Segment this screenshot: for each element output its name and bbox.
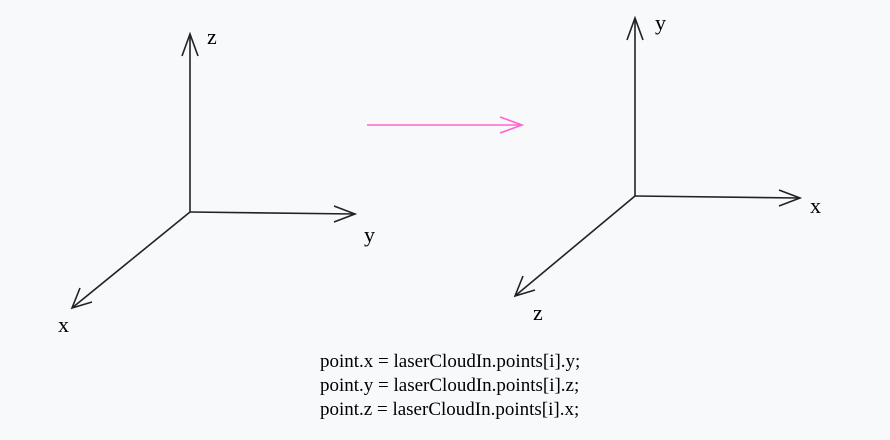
code-line-x: point.x = laserCloudIn.points[i].y; (320, 351, 581, 372)
code-line-z: point.z = laserCloudIn.points[i].x; (320, 399, 580, 420)
axis-remap-code: point.x = laserCloudIn.points[i].y; poin… (320, 350, 720, 422)
transform-arrow (367, 116, 525, 134)
left-x-axis-label: x (58, 312, 69, 337)
right-z-axis-label: z (533, 300, 543, 325)
right-x-axis (634, 189, 803, 207)
right-y-axis-label: y (655, 10, 666, 35)
left-coordinate-frame: z y x (58, 24, 375, 337)
left-y-axis (189, 205, 358, 223)
left-z-axis-label: z (207, 24, 217, 49)
right-z-axis (513, 195, 636, 298)
right-coordinate-frame: y x z (513, 10, 821, 325)
right-x-axis-label: x (810, 193, 821, 218)
code-line-y: point.y = laserCloudIn.points[i].z; (320, 375, 580, 396)
left-z-axis (181, 31, 199, 212)
left-x-axis (70, 211, 191, 310)
right-y-axis (626, 15, 644, 196)
left-y-axis-label: y (364, 222, 375, 247)
